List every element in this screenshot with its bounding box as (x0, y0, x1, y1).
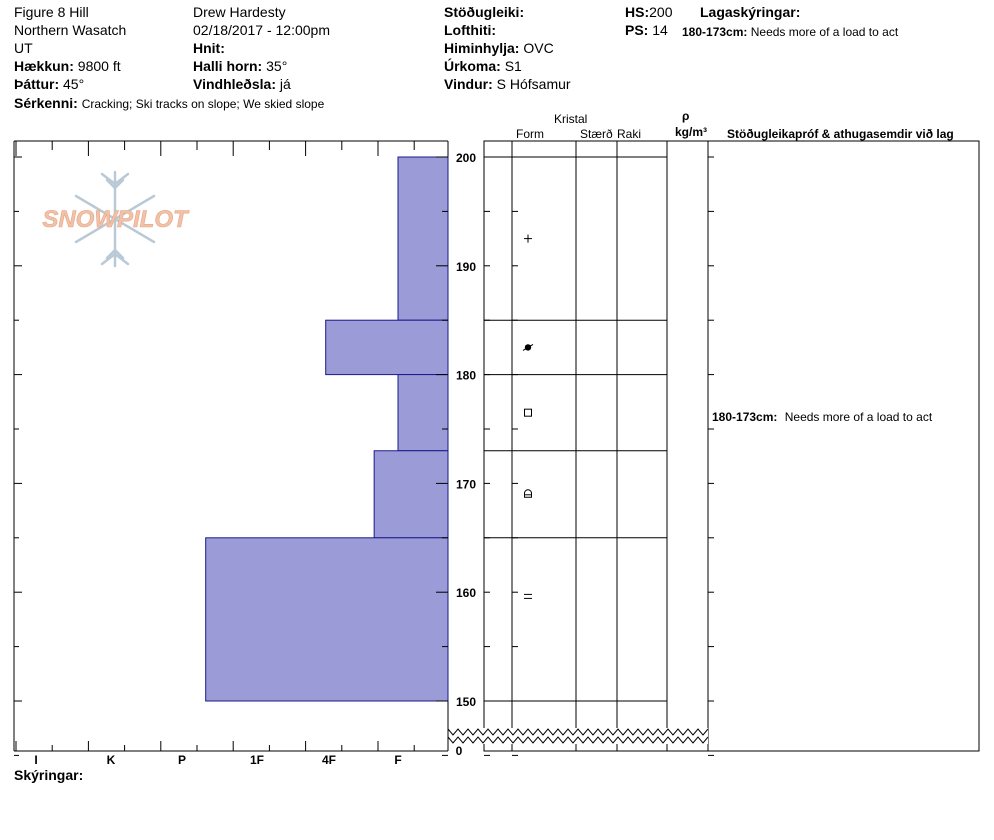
layer-note-text: Needs more of a load to act (750, 25, 899, 39)
elevation: Hækkun: 9800 ft (14, 58, 121, 74)
crystal-table (483, 140, 980, 752)
top-ticks (15, 141, 415, 156)
comments-header: Stöðugleikapróf & athugasemdir við lag (727, 127, 954, 141)
hardness-label-K: K (107, 753, 116, 767)
wind-loading-label: Vindhleðsla: (193, 76, 276, 92)
hardness-bar-1 (325, 319, 449, 376)
elevation-value: 9800 ft (77, 58, 121, 74)
hardness-label-F: F (394, 753, 401, 767)
form-symbol-1 (522, 343, 534, 351)
air-temperature-label: Lofthiti: (444, 22, 497, 38)
stability-label: Stöðugleiki: (444, 4, 525, 20)
crystal-header: Kristal (554, 112, 588, 126)
density-unit: kg/m³ (675, 125, 708, 139)
layer-note: 180-173cm: Needs more of a load to act (682, 24, 898, 40)
coordinates-label: Hnit: (193, 40, 225, 56)
observation-datetime: 02/18/2017 - 12:00pm (193, 22, 330, 38)
comment-range: 180-173cm: (712, 410, 777, 424)
height-axis: 150 160 170 180 190 200 0 (14, 151, 714, 758)
features: Sérkenni: Cracking; Ski tracks on slope;… (14, 95, 324, 112)
stability: Stöðugleiki: (444, 4, 524, 20)
wind-label: Vindur: (444, 76, 493, 92)
height-label-190: 190 (456, 260, 476, 274)
hardness-bar-0 (397, 156, 449, 321)
form-symbols (522, 234, 534, 599)
form-header: Form (516, 127, 544, 141)
table-rows (484, 156, 667, 702)
wind-loading-value: já (279, 76, 291, 92)
moisture-header: Raki (617, 127, 642, 141)
slope-angle-label: Halli horn: (193, 58, 263, 74)
snow-height-value: 200 (649, 4, 673, 20)
pit-depth: PS: 14 (625, 22, 668, 38)
comment-entry: 180-173cm: Needs more of a load to act (712, 410, 933, 424)
location-name: Figure 8 Hill (14, 4, 89, 20)
layer-notes-label: Lagaskýringar: (700, 4, 801, 20)
precipitation: Úrkoma: S1 (444, 58, 522, 74)
height-label-200: 200 (456, 151, 476, 165)
layer-note-range: 180-173cm: (682, 25, 748, 39)
bottom-ticks (15, 741, 415, 751)
axis-break-zigzag (447, 728, 709, 744)
logo-text: SNOWPILOT (42, 206, 190, 233)
precipitation-label: Úrkoma: (444, 58, 501, 74)
hardness-labels: I K P 1F 4F F (34, 753, 401, 767)
size-header: Stærð (580, 127, 613, 141)
crystal-table-frame (483, 140, 709, 752)
pit-depth-label: PS: (625, 22, 649, 38)
hardness-label-1F: 1F (250, 753, 264, 767)
hardness-bar-3 (373, 450, 449, 539)
snow-height-label: HS: (625, 4, 650, 20)
sky-cover: Himinhylja: OVC (444, 40, 554, 56)
form-symbol-4 (524, 593, 532, 599)
air-temperature: Lofthiti: (444, 22, 496, 38)
elevation-label: Hækkun: (14, 58, 74, 74)
features-label: Sérkenni: (14, 95, 78, 111)
snowflake-icon (74, 170, 156, 268)
aspect: Þáttur: 45° (14, 76, 84, 92)
height-label-zero: 0 (456, 744, 463, 758)
form-symbol-2 (524, 408, 532, 417)
height-label-150: 150 (456, 695, 476, 709)
range-name: Northern Wasatch (14, 22, 127, 38)
height-label-180: 180 (456, 369, 476, 383)
sky-cover-label: Himinhylja: (444, 40, 520, 56)
comment-text: Needs more of a load to act (785, 410, 933, 424)
observer-name: Drew Hardesty (193, 4, 286, 20)
features-value: Cracking; Ski tracks on slope; We skied … (81, 97, 325, 111)
wind-loading: Vindhleðsla: já (193, 76, 291, 92)
height-label-170: 170 (456, 477, 476, 491)
hardness-bar-4 (205, 537, 449, 702)
height-label-160: 160 (456, 586, 476, 600)
snowpilot-logo: SNOWPILOT (42, 170, 190, 268)
sky-cover-value: OVC (523, 40, 554, 56)
hardness-bar-2 (397, 374, 449, 452)
hardness-label-4F: 4F (322, 753, 336, 767)
hardness-label-I: I (34, 753, 37, 767)
aspect-label: Þáttur: (14, 76, 60, 92)
legend-label: Skýringar: (14, 767, 84, 783)
comments-frame (707, 140, 980, 752)
slope-angle: Halli horn: 35° (193, 58, 287, 74)
wind: Vindur: S Hófsamur (444, 76, 571, 92)
form-symbol-3 (524, 489, 532, 498)
hardness-bars (205, 156, 449, 702)
coordinates: Hnit: (193, 40, 225, 56)
aspect-value: 45° (63, 76, 85, 92)
precipitation-value: S1 (504, 58, 522, 74)
state-name: UT (14, 40, 33, 56)
form-symbol-0 (524, 234, 532, 243)
wind-value: S Hófsamur (496, 76, 571, 92)
density-symbol: ρ (682, 109, 690, 123)
snow-height: HS:200 (625, 4, 672, 20)
pit-depth-value: 14 (652, 22, 668, 38)
hardness-label-P: P (178, 753, 186, 767)
slope-angle-value: 35° (266, 58, 288, 74)
